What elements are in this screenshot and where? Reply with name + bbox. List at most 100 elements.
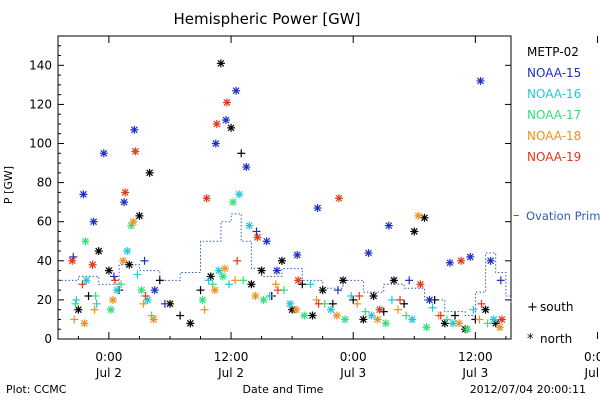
data-point-north — [466, 252, 475, 261]
data-point-north — [476, 76, 485, 85]
data-point-south — [225, 280, 234, 289]
data-point-north — [80, 319, 89, 328]
data-point-north — [414, 211, 423, 220]
y-tick-label: 0 — [44, 332, 52, 346]
data-point-north — [410, 227, 419, 236]
data-point-north — [108, 295, 117, 304]
ovation-legend: – Ovation Prime HPI — [513, 208, 600, 223]
data-point-north — [495, 323, 504, 332]
legend-entry-noaa-18: NOAA-18 — [527, 129, 581, 143]
data-point-south — [328, 299, 337, 308]
legend-entry-noaa-17: NOAA-17 — [527, 108, 581, 122]
data-point-north — [211, 139, 220, 148]
data-point-south — [265, 291, 274, 300]
y-tick-label: 120 — [29, 97, 52, 111]
data-point-south — [353, 299, 362, 308]
data-point-north — [253, 233, 262, 242]
data-point-south — [237, 149, 246, 158]
data-point-south — [271, 280, 280, 289]
x-tick-label-date: Jul 3 — [461, 366, 488, 380]
data-point-south — [208, 280, 217, 289]
data-point-north — [486, 256, 495, 265]
ovation-legend-dash: – — [513, 208, 520, 223]
data-point-north — [422, 323, 431, 332]
data-point-north — [99, 149, 108, 158]
data-point-north — [235, 190, 244, 199]
x-tick-label-date: Jul 2 — [95, 366, 122, 380]
legend-entry-noaa-15: NOAA-15 — [527, 66, 581, 80]
x-tick-label-time: 0:00 — [95, 350, 122, 364]
data-point-north — [220, 264, 229, 273]
data-point-south — [312, 295, 321, 304]
data-point-south — [70, 315, 79, 324]
data-point-north — [120, 198, 129, 207]
x-tick-label-date: Jul 3 — [339, 366, 366, 380]
data-point-north — [81, 237, 90, 246]
data-point-south — [90, 305, 99, 314]
data-point-south — [394, 305, 403, 314]
data-point-north — [121, 188, 130, 197]
data-point-north — [277, 256, 286, 265]
data-point-north — [425, 295, 434, 304]
data-point-north — [106, 305, 115, 314]
y-tick-label: 20 — [37, 293, 52, 307]
symbol-legend-glyph: * — [527, 332, 534, 347]
data-point-south — [91, 291, 100, 300]
data-point-north — [135, 211, 144, 220]
x-tick-label-date: Jul 4 — [584, 366, 600, 380]
x-axis-ticks: 0:00 Jul 2 12:00 Jul 2 0:00 Jul 3 12:00 Jul 3 0:… — [77, 36, 600, 380]
data-point-south — [355, 291, 364, 300]
x-tick-label-date: Jul 2 — [217, 366, 244, 380]
data-point-south — [396, 295, 405, 304]
data-point-south — [71, 299, 80, 308]
data-point-north — [79, 190, 88, 199]
data-point-south — [140, 256, 149, 265]
data-point-south — [405, 276, 414, 285]
data-point-north — [245, 221, 254, 230]
data-point-south — [200, 305, 209, 314]
data-point-north — [373, 315, 382, 324]
data-point-north — [113, 286, 122, 295]
data-point-south — [361, 307, 370, 316]
legend: METP-02 NOAA-15 NOAA-16 NOAA-17 NOAA-18 NOAA-… — [527, 45, 581, 164]
series-noaa-17 — [71, 198, 492, 334]
data-point-south — [387, 295, 396, 304]
data-point-north — [272, 266, 281, 275]
data-point-north — [359, 315, 368, 324]
data-point-north — [262, 237, 271, 246]
symbol-legend: + south * north — [527, 300, 574, 347]
data-point-north — [89, 217, 98, 226]
data-point-north — [294, 276, 303, 285]
data-point-north — [300, 311, 309, 320]
y-axis-label: P [GW] — [2, 166, 15, 204]
data-point-north — [125, 260, 134, 269]
data-point-south — [92, 299, 101, 308]
data-point-north — [227, 123, 236, 132]
data-point-south — [139, 299, 148, 308]
data-point-north — [457, 256, 466, 265]
data-point-south — [347, 291, 356, 300]
data-point-south — [483, 319, 492, 328]
data-point-north — [364, 248, 373, 257]
y-tick-label: 140 — [29, 58, 52, 72]
data-point-south — [239, 276, 248, 285]
data-point-south — [402, 311, 411, 320]
plot-credit: Plot: CCMC — [6, 383, 67, 396]
data-point-north — [375, 305, 384, 314]
data-point-north — [334, 194, 343, 203]
data-point-south — [451, 311, 460, 320]
data-point-south — [252, 227, 261, 236]
data-point-south — [298, 280, 307, 289]
data-point-south — [204, 276, 213, 285]
data-point-south — [314, 299, 323, 308]
data-point-south — [400, 299, 409, 308]
data-point-south — [436, 311, 445, 320]
data-point-north — [286, 299, 295, 308]
plot-timestamp: 2012/07/04 20:00:11 — [470, 383, 586, 396]
data-point-north — [88, 260, 97, 269]
data-point-south — [273, 286, 282, 295]
legend-entry-noaa-19: NOAA-19 — [527, 150, 581, 164]
data-point-south — [133, 270, 142, 279]
data-point-north — [292, 305, 301, 314]
data-point-north — [206, 272, 215, 281]
